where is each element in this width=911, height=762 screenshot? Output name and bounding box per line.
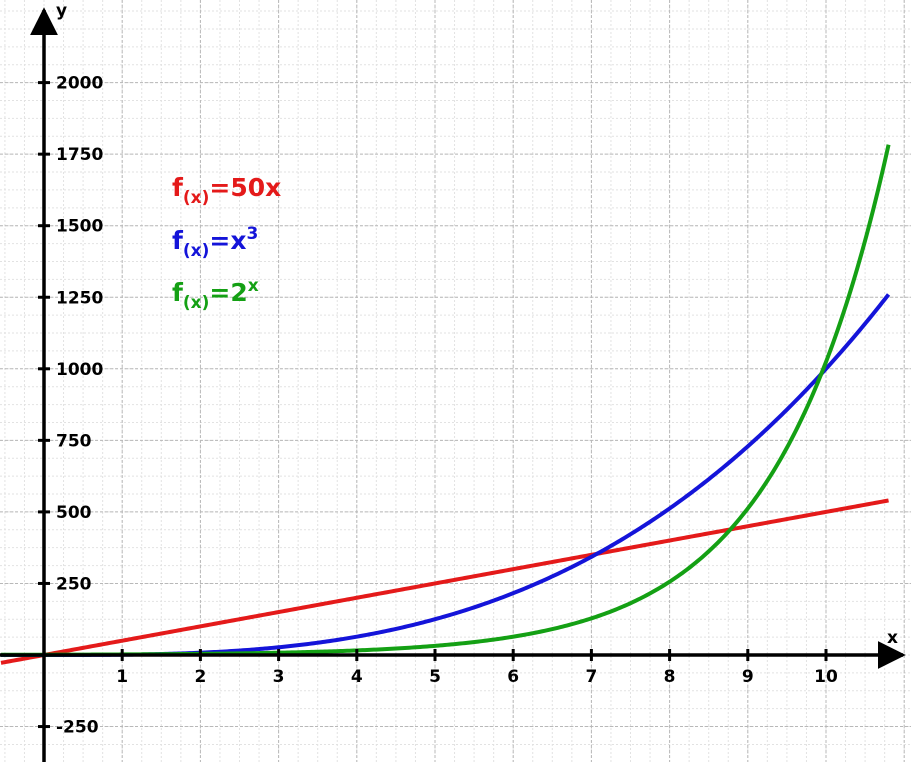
series-line-1 xyxy=(0,498,889,665)
y-tick-label: -250 xyxy=(56,718,99,738)
x-tick-label: 9 xyxy=(742,667,754,687)
y-tick-label: 750 xyxy=(56,431,92,451)
x-tick-label: 7 xyxy=(585,667,597,687)
x-tick-label: 8 xyxy=(664,667,676,687)
y-tick-label: 250 xyxy=(56,574,92,594)
y-tick-label: 1500 xyxy=(56,217,103,237)
x-tick-label: 3 xyxy=(273,667,285,687)
x-tick-label: 10 xyxy=(814,667,838,687)
x-tick-label: 5 xyxy=(429,667,441,687)
x-tick-label: 2 xyxy=(194,667,206,687)
y-axis-label: y xyxy=(56,1,67,21)
x-tick-label: 1 xyxy=(116,667,128,687)
y-tick-label: 2000 xyxy=(56,74,103,94)
x-tick-label: 6 xyxy=(507,667,519,687)
legend-entry-3: f(x)=2x xyxy=(172,276,259,313)
y-tick-label: 500 xyxy=(56,503,92,523)
series-line-3 xyxy=(0,144,891,657)
legend-entry-1: f(x)=50x xyxy=(172,173,281,208)
y-tick-label: 1750 xyxy=(56,145,103,165)
series-layer xyxy=(0,144,891,665)
y-tick-label: 1250 xyxy=(56,288,103,308)
legend: f(x)=50x f(x)=x3 f(x)=2x xyxy=(172,173,281,313)
legend-entry-2: f(x)=x3 xyxy=(172,224,258,261)
y-tick-label: 1000 xyxy=(56,360,103,380)
x-axis-label: x xyxy=(887,628,898,648)
x-tick-label: 4 xyxy=(351,667,363,687)
tick-marks: 1 2 3 4 5 6 7 8 9 10 -250 250 500 750 1000 1250 1500 1750… xyxy=(38,74,838,738)
